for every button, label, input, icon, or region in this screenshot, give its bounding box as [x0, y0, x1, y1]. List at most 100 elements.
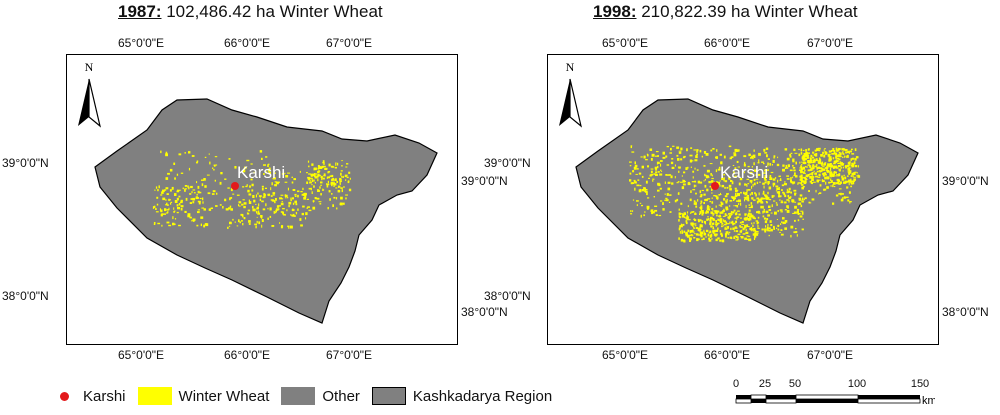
wheat-pixel — [745, 205, 747, 208]
wheat-pixel — [746, 226, 750, 228]
wheat-pixel — [697, 238, 700, 240]
winter-wheat-pixels — [629, 145, 861, 243]
wheat-pixel — [809, 176, 812, 179]
wheat-pixel — [707, 198, 711, 200]
wheat-pixel — [711, 197, 713, 199]
wheat-pixel — [847, 171, 849, 173]
wheat-pixel — [657, 155, 659, 157]
wheat-pixel — [680, 202, 683, 205]
wheat-pixel — [309, 180, 311, 182]
wheat-pixel — [303, 193, 306, 197]
wheat-pixel — [710, 212, 712, 214]
wheat-pixel — [314, 181, 316, 184]
wheat-pixel — [823, 172, 827, 175]
wheat-pixel — [634, 187, 636, 191]
wheat-pixel — [297, 208, 299, 211]
wheat-pixel — [743, 191, 745, 194]
wheat-pixel — [694, 200, 697, 202]
wheat-pixel — [809, 157, 812, 161]
wheat-pixel — [755, 230, 757, 233]
wheat-pixel — [730, 227, 732, 231]
wheat-pixel — [749, 193, 751, 196]
wheat-pixel — [330, 181, 334, 185]
wheat-pixel — [703, 231, 706, 233]
wheat-pixel — [178, 153, 182, 156]
wheat-pixel — [822, 163, 826, 165]
wheat-pixel — [685, 220, 687, 223]
scale-label-50: 50 — [788, 378, 802, 390]
wheat-pixel — [804, 197, 807, 200]
wheat-pixel — [332, 177, 334, 180]
wheat-pixel — [689, 237, 692, 241]
wheat-pixel — [307, 206, 310, 208]
wheat-pixel — [751, 197, 754, 200]
wheat-pixel — [166, 209, 170, 211]
wheat-pixel — [701, 210, 703, 213]
wheat-pixel — [740, 202, 742, 206]
wheat-pixel — [301, 212, 304, 216]
wheat-pixel — [682, 156, 685, 159]
wheat-pixel — [733, 198, 735, 201]
wheat-pixel — [776, 219, 778, 220]
wheat-pixel — [800, 210, 804, 212]
wheat-pixel — [841, 148, 844, 151]
wheat-pixel — [681, 175, 683, 177]
wheat-pixel — [731, 220, 734, 224]
wheat-pixel — [806, 154, 810, 157]
wheat-pixel — [331, 183, 333, 187]
wheat-pixel — [699, 231, 702, 235]
wheat-pixel — [822, 168, 826, 171]
left-tick-38n: 38°0'0"N — [484, 289, 531, 303]
wheat-pixel — [692, 234, 694, 237]
wheat-pixel — [712, 148, 715, 150]
wheat-pixel — [708, 232, 710, 234]
wheat-pixel — [804, 181, 807, 183]
wheat-pixel — [323, 173, 326, 177]
wheat-pixel — [313, 174, 315, 176]
wheat-pixel — [243, 205, 246, 209]
wheat-pixel — [826, 166, 829, 169]
wheat-pixel — [811, 176, 815, 178]
wheat-pixel — [692, 176, 694, 179]
wheat-pixel — [726, 226, 728, 229]
wheat-pixel — [219, 204, 222, 206]
wheat-pixel — [224, 198, 227, 202]
wheat-pixel — [287, 187, 289, 191]
wheat-pixel — [694, 219, 697, 222]
wheat-pixel — [690, 147, 693, 149]
wheat-pixel — [192, 189, 196, 191]
wheat-pixel — [819, 160, 821, 162]
wheat-pixel — [208, 208, 212, 211]
wheat-pixel — [683, 240, 686, 243]
wheat-pixel — [821, 161, 824, 164]
wheat-pixel — [850, 182, 853, 185]
wheat-pixel — [796, 211, 799, 214]
wheat-pixel — [320, 175, 323, 178]
wheat-pixel — [677, 158, 680, 161]
wheat-pixel — [750, 181, 752, 184]
map-title-1998: 1998: 210,822.39 ha Winter Wheat — [593, 2, 858, 22]
wheat-pixel — [823, 154, 826, 158]
wheat-pixel — [197, 209, 200, 211]
wheat-pixel — [681, 229, 683, 233]
wheat-pixel — [828, 156, 832, 159]
wheat-pixel — [710, 216, 713, 220]
wheat-pixel — [841, 163, 844, 166]
wheat-pixel — [790, 234, 792, 238]
wheat-pixel — [760, 197, 764, 200]
wheat-pixel — [651, 153, 655, 157]
wheat-pixel — [735, 239, 739, 241]
legend-label-region: Kashkadarya Region — [412, 387, 553, 405]
wheat-pixel — [780, 211, 783, 213]
wheat-pixel — [787, 164, 790, 168]
wheat-pixel — [334, 178, 337, 181]
wheat-pixel — [347, 181, 350, 184]
wheat-pixel — [777, 179, 779, 183]
wheat-pixel — [719, 211, 721, 215]
wheat-pixel — [814, 149, 817, 152]
legend-item-region: Kashkadarya Region — [371, 387, 553, 405]
wheat-pixel — [248, 201, 252, 204]
wheat-pixel — [344, 174, 348, 177]
wheat-pixel — [728, 216, 730, 220]
wheat-pixel — [718, 194, 721, 196]
